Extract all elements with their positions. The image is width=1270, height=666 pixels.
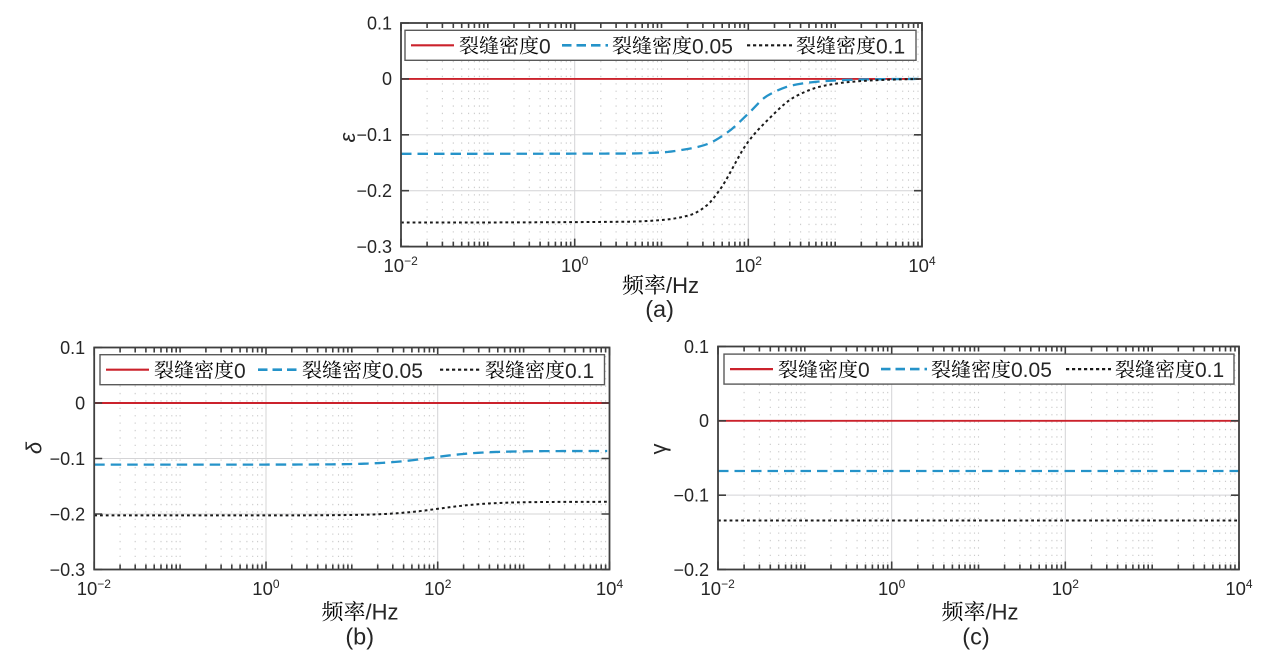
svg-text:(a): (a) (645, 296, 674, 322)
svg-text:0: 0 (582, 254, 589, 268)
svg-text:0.05: 0.05 (382, 360, 423, 383)
svg-text:0.05: 0.05 (1011, 359, 1052, 382)
svg-text:10: 10 (561, 255, 582, 276)
svg-text:−0.3: −0.3 (50, 560, 86, 580)
svg-text:10: 10 (908, 255, 929, 276)
svg-text:4: 4 (1246, 577, 1253, 591)
svg-text:0: 0 (899, 577, 906, 591)
svg-text:−2: −2 (721, 577, 735, 591)
svg-text:−0.1: −0.1 (50, 449, 86, 469)
svg-text:(c): (c) (962, 624, 989, 650)
svg-text:0: 0 (273, 577, 280, 591)
svg-text:0: 0 (699, 411, 709, 431)
svg-text:0: 0 (539, 35, 551, 58)
svg-text:10: 10 (878, 578, 899, 599)
svg-text:γ: γ (646, 444, 671, 455)
svg-text:−0.1: −0.1 (673, 485, 709, 505)
svg-text:10: 10 (735, 255, 756, 276)
svg-text:0.1: 0.1 (684, 337, 709, 357)
svg-text:10: 10 (596, 578, 617, 599)
svg-text:10: 10 (252, 578, 273, 599)
svg-text:0: 0 (858, 359, 870, 382)
svg-text:0: 0 (382, 69, 392, 89)
svg-text:(b): (b) (345, 624, 374, 650)
svg-text:2: 2 (445, 577, 452, 591)
svg-text:/Hz: /Hz (986, 599, 1019, 624)
svg-text:2: 2 (755, 254, 762, 268)
svg-text:4: 4 (617, 577, 624, 591)
svg-text:0.05: 0.05 (692, 35, 733, 58)
svg-text:0: 0 (75, 393, 85, 413)
svg-text:2: 2 (1072, 577, 1079, 591)
svg-text:ε: ε (335, 132, 360, 142)
svg-text:0.1: 0.1 (367, 13, 392, 33)
svg-text:−0.2: −0.2 (356, 181, 392, 201)
svg-text:10: 10 (701, 578, 722, 599)
svg-text:−2: −2 (97, 577, 111, 591)
svg-text:10: 10 (384, 255, 405, 276)
svg-text:10: 10 (424, 578, 445, 599)
svg-text:0.1: 0.1 (1195, 359, 1224, 382)
svg-text:0.1: 0.1 (60, 338, 85, 358)
svg-text:−0.1: −0.1 (356, 125, 392, 145)
svg-text:/Hz: /Hz (666, 273, 699, 298)
svg-text:−0.2: −0.2 (673, 560, 709, 580)
svg-text:−0.3: −0.3 (356, 237, 392, 257)
svg-text:−0.2: −0.2 (50, 504, 86, 524)
svg-text:0.1: 0.1 (565, 360, 594, 383)
svg-text:/Hz: /Hz (366, 599, 399, 624)
svg-text:10: 10 (1225, 578, 1246, 599)
svg-text:4: 4 (929, 254, 936, 268)
svg-text:δ: δ (22, 441, 47, 454)
svg-text:10: 10 (77, 578, 98, 599)
svg-text:−2: −2 (404, 254, 418, 268)
svg-text:0: 0 (234, 360, 246, 383)
svg-text:10: 10 (1052, 578, 1073, 599)
svg-text:0.1: 0.1 (876, 35, 905, 58)
